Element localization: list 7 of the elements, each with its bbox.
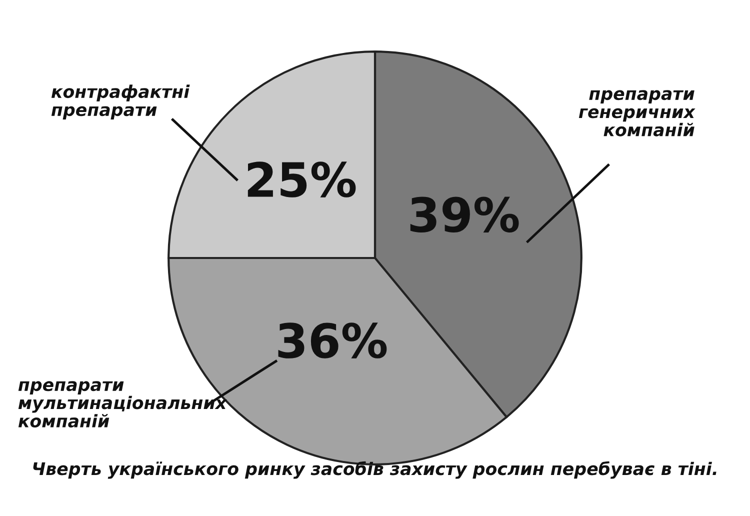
slice-label: контрафактні препарати <box>51 84 190 120</box>
text: Чверть українського ринку засобів захисту рослин перебуває в тіні. <box>33 461 716 479</box>
data-label: 39% <box>410 196 519 232</box>
slice-label: препарати генеричних компаній <box>578 90 696 136</box>
data-label: 25% <box>248 162 356 198</box>
slice-label: препарати мультинаціональних компаній <box>18 381 228 428</box>
data-label: 36% <box>278 322 387 358</box>
